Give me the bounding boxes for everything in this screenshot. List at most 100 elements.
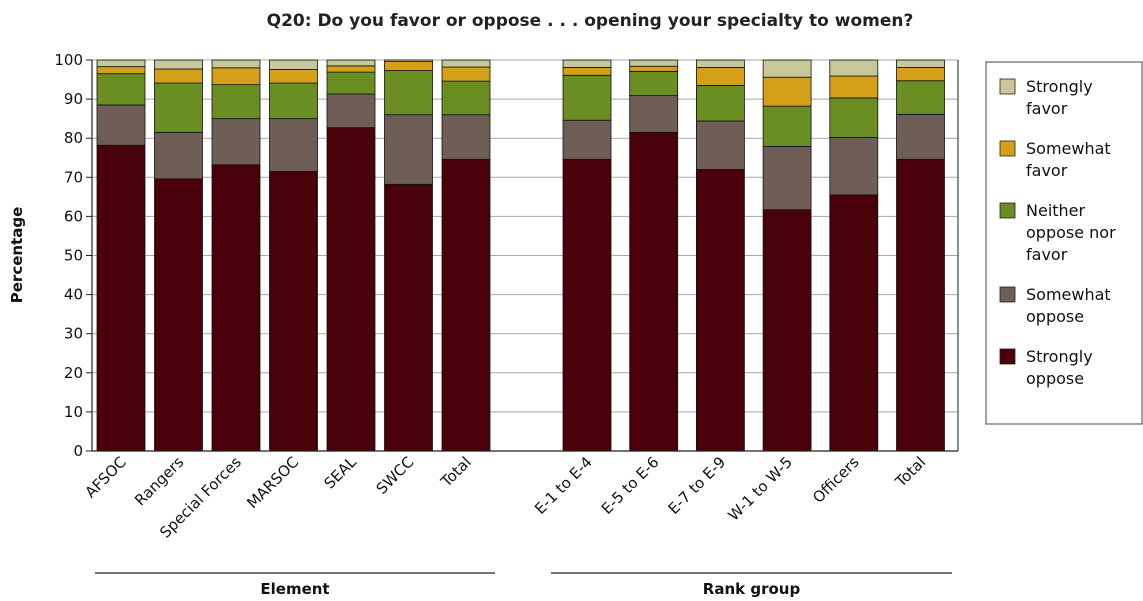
bar-segment: [269, 118, 318, 172]
legend-label: oppose: [1026, 369, 1084, 388]
x-tick-label: W-1 to W-5: [725, 453, 796, 524]
bar-stack: [96, 59, 146, 452]
bar-segment: [269, 82, 318, 120]
bar-segment: [96, 144, 146, 452]
y-tick-label: 50: [64, 247, 83, 265]
bar-segment: [441, 66, 491, 82]
group-labels: Element Rank group: [95, 572, 952, 598]
bar-segment: [441, 114, 491, 160]
x-tick-label: Total: [437, 453, 475, 491]
chart-title: Q20: Do you favor or oppose . . . openin…: [267, 11, 914, 31]
x-tick-label: AFSOC: [81, 453, 129, 501]
bar-segment: [762, 59, 812, 78]
bar-segment: [211, 84, 261, 120]
x-tick-label: Officers: [809, 453, 863, 507]
bar-stack: [562, 59, 612, 452]
bar-stack: [829, 59, 879, 452]
bar-segment: [829, 59, 879, 77]
legend-swatch: [999, 78, 1016, 95]
legend-label: Strongly: [1026, 77, 1093, 96]
bar-stack: [696, 59, 745, 452]
bar-segment: [154, 131, 203, 180]
legend: Strongly favor Somewhat favor Neither oppose …: [985, 61, 1143, 425]
bar-segment: [829, 75, 879, 99]
legend-entry: Somewhat oppose: [999, 285, 1111, 326]
bar-segment: [762, 146, 812, 211]
legend-swatch: [999, 286, 1016, 303]
bar-segment: [829, 97, 879, 138]
bar-segment: [154, 59, 203, 70]
x-tick-label: SWCC: [373, 453, 418, 498]
legend-label: Strongly: [1026, 347, 1093, 366]
legend-label: Somewhat: [1026, 285, 1111, 304]
bar-segment: [96, 73, 146, 106]
x-tick-label: SEAL: [320, 453, 360, 493]
bar-segment: [629, 95, 679, 133]
legend-swatch: [999, 140, 1016, 157]
bar-segment: [269, 68, 318, 84]
bar-stack: [211, 59, 261, 452]
legend-label: favor: [1026, 99, 1068, 118]
x-tick-label: Total: [891, 453, 929, 491]
bar-segment: [384, 183, 433, 452]
bar-segment: [384, 61, 433, 71]
legend-label: favor: [1026, 245, 1068, 264]
bar-segment: [896, 67, 945, 82]
bar-segment: [211, 164, 261, 452]
legend-entry: Somewhat favor: [999, 139, 1111, 180]
bar-segment: [562, 59, 612, 68]
y-axis-label: Percentage: [8, 207, 26, 304]
y-tick-label: 20: [64, 364, 83, 382]
bar-segment: [829, 194, 879, 452]
bar-segment: [896, 59, 945, 68]
bar-segment: [562, 67, 612, 76]
x-tick-label: E-1 to E-4: [531, 453, 596, 518]
legend-label: oppose: [1026, 307, 1084, 326]
bar-segment: [269, 59, 318, 70]
group-label: Rank group: [703, 580, 801, 598]
bar-segment: [629, 59, 679, 67]
legend-entry: Neither oppose nor favor: [999, 201, 1116, 264]
y-tick-label: 70: [64, 168, 83, 186]
bar-segment: [696, 67, 745, 86]
y-tick-label: 100: [54, 51, 83, 69]
bar-segment: [326, 59, 376, 67]
group-label: Element: [260, 580, 329, 598]
x-tick-label: Rangers: [131, 453, 187, 509]
bar-segment: [441, 158, 491, 452]
bar-segment: [326, 127, 376, 452]
bar-segment: [896, 113, 945, 160]
y-tick-label: 80: [64, 129, 83, 147]
legend-label: Neither: [1026, 201, 1086, 220]
bar-segment: [326, 65, 376, 73]
bar-stack: [441, 59, 491, 452]
bar-segment: [96, 66, 146, 75]
bar-segment: [154, 178, 203, 452]
y-tick-label: 40: [64, 286, 83, 304]
bar-stack: [154, 59, 203, 452]
legend-label: favor: [1026, 161, 1068, 180]
bar-segment: [562, 158, 612, 452]
x-tick-label: E-7 to E-9: [665, 453, 730, 518]
bar-segment: [211, 59, 261, 69]
bar-stack: [384, 59, 433, 452]
x-tick-label: E-5 to E-6: [598, 453, 663, 518]
bar-segment: [154, 82, 203, 133]
bar-segment: [154, 68, 203, 84]
bar-segment: [696, 85, 745, 122]
y-tick-label: 10: [64, 403, 83, 421]
legend-swatch: [999, 348, 1016, 365]
legend-label: Somewhat: [1026, 139, 1111, 158]
bar-segment: [696, 120, 745, 170]
bar-segment: [384, 114, 433, 185]
bar-segment: [896, 80, 945, 115]
bar-stack: [896, 59, 945, 452]
bars: [96, 59, 945, 452]
x-tick-label: MARSOC: [243, 453, 302, 512]
bar-segment: [441, 59, 491, 68]
bar-segment: [96, 104, 146, 146]
bar-segment: [629, 65, 679, 72]
bar-segment: [829, 137, 879, 196]
bar-stack: [326, 59, 376, 452]
legend-swatch: [999, 202, 1016, 219]
